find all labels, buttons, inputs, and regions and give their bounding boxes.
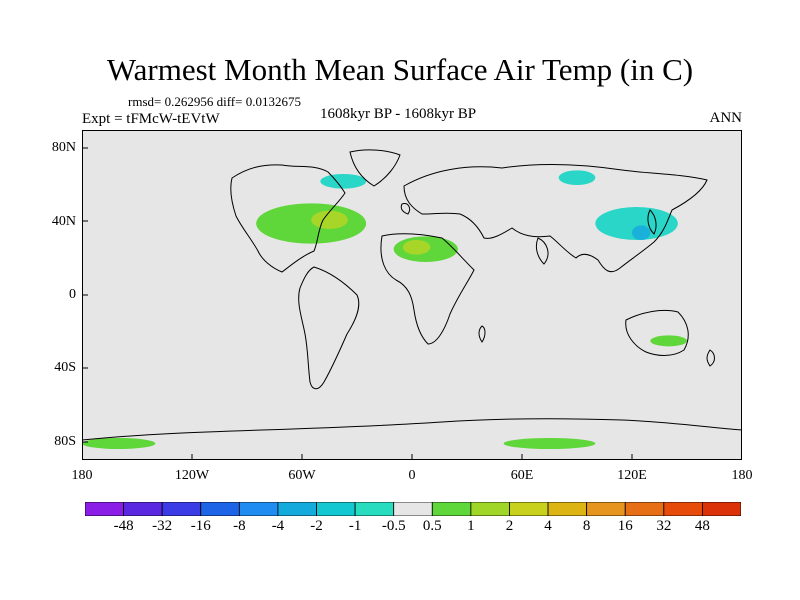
colorbar-box xyxy=(238,502,279,516)
anomaly-region-north-africa-core xyxy=(402,240,431,255)
colorbar-box xyxy=(702,502,741,516)
anomaly-region-east-asia xyxy=(595,207,678,240)
anomaly-region-southern-ocean xyxy=(503,438,596,449)
colorbar-label: 32 xyxy=(656,518,672,534)
coast-uk xyxy=(400,203,411,215)
colorbar-box xyxy=(277,502,317,516)
coast-india xyxy=(535,237,549,265)
plot-title: Warmest Month Mean Surface Air Temp (in … xyxy=(106,52,694,87)
coast-greenland xyxy=(349,149,401,187)
colorbar-box xyxy=(586,502,626,516)
map-background xyxy=(82,130,742,460)
colorbar-label: 0.5 xyxy=(422,518,442,534)
colorbar-label: -8 xyxy=(233,518,246,534)
lon-label-60w: 60W xyxy=(288,468,316,483)
lon-label-60e: 60E xyxy=(510,468,534,483)
anomaly-region-pacific-nw xyxy=(82,438,156,449)
colorbar-label: 2 xyxy=(505,518,514,534)
coast-madagascar xyxy=(478,325,486,343)
anomaly-region-north-atlantic-core xyxy=(311,210,348,229)
coast-australia xyxy=(625,309,689,356)
coastlines xyxy=(82,149,742,460)
colorbar-label: -4 xyxy=(271,518,285,534)
coast-japan xyxy=(647,209,657,235)
lat-label-80n: 80N xyxy=(51,140,76,155)
colorbar-label: -1 xyxy=(348,518,362,534)
anomaly-region-australia xyxy=(650,335,688,347)
anomaly-layer xyxy=(82,170,688,449)
colorbar-box xyxy=(161,502,202,516)
anomaly-region-greenland xyxy=(320,174,367,189)
experiment-label: Expt = tFMcW-tEVtW xyxy=(82,111,220,127)
colorbar-label: 48 xyxy=(694,518,710,534)
colorbar-box xyxy=(431,502,472,516)
colorbar-box xyxy=(624,502,665,516)
map-frame xyxy=(82,130,742,460)
lat-label-40s: 40S xyxy=(54,360,76,375)
colorbar-box xyxy=(547,502,588,516)
coast-south-america xyxy=(298,266,360,390)
colorbar-label: 1 xyxy=(467,518,475,534)
anomaly-region-east-asia-core xyxy=(632,225,651,240)
lon-label-120e: 120E xyxy=(617,468,647,483)
coast-new-zealand xyxy=(706,349,715,367)
colorbar-box xyxy=(316,502,356,516)
colorbar-box xyxy=(509,502,549,516)
colorbar-box xyxy=(85,502,124,516)
coast-antarctica xyxy=(82,418,742,460)
coast-eurasia xyxy=(403,163,708,273)
colorbar-box xyxy=(200,502,240,516)
colorbar-label: 8 xyxy=(582,518,591,534)
colorbar-label: -2 xyxy=(310,518,323,534)
lon-label-180e: 180 xyxy=(731,468,753,483)
colorbar-label: -16 xyxy=(190,518,211,534)
colorbar-box xyxy=(393,502,433,516)
colorbar-label: -48 xyxy=(113,518,134,534)
world-map xyxy=(82,130,742,460)
colorbar-label: 4 xyxy=(544,518,552,534)
stats-text: rmsd= 0.262956 diff= 0.0132675 xyxy=(128,94,301,109)
lon-label-0: 0 xyxy=(408,468,416,483)
lat-label-80s: 80S xyxy=(54,434,76,449)
season-label: ANN xyxy=(709,110,743,126)
colorbar-label: 16 xyxy=(617,518,633,534)
colorbar-box xyxy=(354,502,395,516)
anomaly-region-north-atlantic xyxy=(256,203,367,244)
lon-label-120w: 120W xyxy=(174,468,210,483)
lat-label-0: 0 xyxy=(69,287,76,302)
lat-label-40n: 40N xyxy=(51,214,76,229)
anomaly-region-siberia xyxy=(558,170,596,185)
colorbar-label: -0.5 xyxy=(381,518,406,534)
period-label: 1608kyr BP - 1608kyr BP xyxy=(320,106,477,122)
colorbar-box xyxy=(663,502,703,516)
colorbar-box xyxy=(470,502,510,516)
lon-label-180w: 180 xyxy=(71,468,93,483)
colorbar-label: -32 xyxy=(152,518,173,534)
coast-africa xyxy=(380,233,475,345)
colorbar xyxy=(85,502,741,516)
colorbar-box xyxy=(123,502,163,516)
coast-north-america xyxy=(230,164,346,273)
